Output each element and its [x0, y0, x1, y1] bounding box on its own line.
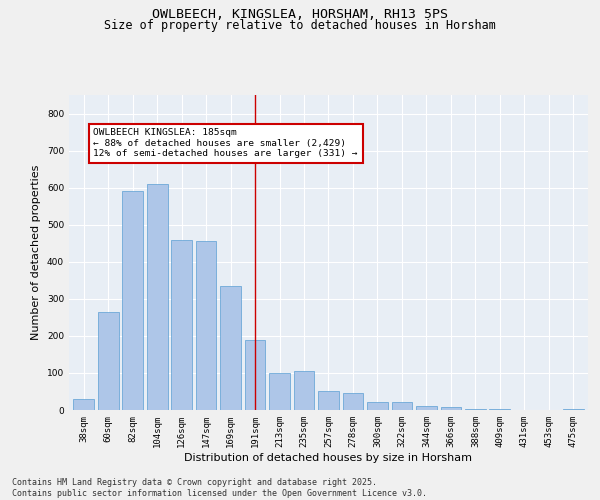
Bar: [440, 407, 461, 410]
Bar: [293, 371, 314, 410]
Bar: [73, 399, 94, 410]
Bar: [392, 402, 412, 410]
Bar: [465, 409, 486, 410]
Bar: [318, 392, 339, 410]
Bar: [416, 406, 437, 410]
Bar: [98, 312, 119, 410]
Bar: [122, 192, 143, 410]
Text: Size of property relative to detached houses in Horsham: Size of property relative to detached ho…: [104, 19, 496, 32]
Bar: [245, 340, 265, 410]
Bar: [220, 286, 241, 410]
Text: OWLBEECH, KINGSLEA, HORSHAM, RH13 5PS: OWLBEECH, KINGSLEA, HORSHAM, RH13 5PS: [152, 8, 448, 20]
Text: OWLBEECH KINGSLEA: 185sqm
← 88% of detached houses are smaller (2,429)
12% of se: OWLBEECH KINGSLEA: 185sqm ← 88% of detac…: [94, 128, 358, 158]
Bar: [196, 242, 217, 410]
Bar: [269, 373, 290, 410]
X-axis label: Distribution of detached houses by size in Horsham: Distribution of detached houses by size …: [185, 452, 473, 462]
Y-axis label: Number of detached properties: Number of detached properties: [31, 165, 41, 340]
Bar: [343, 394, 364, 410]
Bar: [171, 240, 192, 410]
Text: Contains HM Land Registry data © Crown copyright and database right 2025.
Contai: Contains HM Land Registry data © Crown c…: [12, 478, 427, 498]
Bar: [147, 184, 167, 410]
Bar: [367, 402, 388, 410]
